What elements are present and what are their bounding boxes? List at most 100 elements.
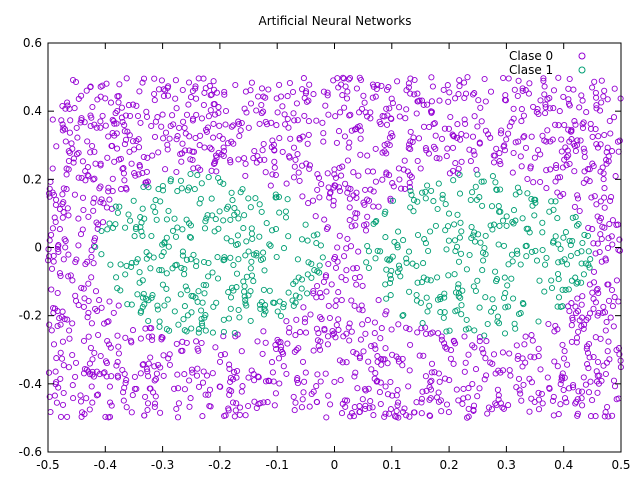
- data-point-clase-0: [369, 81, 376, 88]
- data-point-clase-1: [394, 244, 401, 251]
- data-point-clase-0: [359, 282, 366, 289]
- data-point-clase-0: [396, 176, 403, 183]
- data-point-clase-0: [424, 101, 431, 108]
- data-point-clase-0: [406, 413, 413, 420]
- data-point-clase-0: [238, 348, 245, 355]
- data-point-clase-0: [88, 320, 95, 327]
- data-point-clase-0: [342, 276, 349, 284]
- data-point-clase-1: [555, 241, 562, 248]
- data-point-clase-1: [160, 249, 167, 256]
- data-point-clase-1: [242, 297, 249, 304]
- data-point-clase-0: [137, 370, 144, 377]
- data-point-clase-0: [202, 391, 209, 398]
- data-point-clase-0: [121, 122, 128, 129]
- data-point-clase-0: [457, 136, 464, 143]
- data-point-clase-0: [586, 178, 593, 185]
- data-point-clase-1: [452, 289, 460, 296]
- data-point-clase-0: [222, 107, 230, 115]
- data-point-clase-0: [364, 213, 371, 220]
- data-point-clase-0: [471, 113, 478, 120]
- data-point-clase-0: [398, 185, 405, 192]
- data-point-clase-1: [561, 256, 568, 263]
- data-point-clase-0: [105, 414, 112, 421]
- data-point-clase-0: [362, 387, 369, 394]
- data-point-clase-0: [601, 204, 608, 211]
- data-point-clase-1: [285, 289, 292, 296]
- data-point-clase-0: [236, 411, 243, 418]
- data-point-clase-1: [314, 231, 321, 238]
- data-point-clase-0: [597, 168, 604, 175]
- data-point-clase-0: [190, 165, 197, 172]
- data-point-clase-0: [323, 414, 330, 421]
- data-point-clase-0: [167, 122, 174, 130]
- data-point-clase-1: [140, 290, 147, 297]
- data-point-clase-0: [151, 75, 158, 82]
- data-point-clase-1: [169, 227, 177, 234]
- data-point-clase-0: [198, 339, 205, 347]
- data-point-clase-0: [348, 297, 355, 304]
- data-point-clase-1: [499, 217, 507, 224]
- data-point-clase-0: [407, 138, 414, 145]
- data-point-clase-0: [441, 125, 448, 132]
- data-point-clase-1: [245, 248, 252, 255]
- data-point-clase-1: [363, 259, 370, 266]
- data-point-clase-1: [243, 238, 250, 245]
- data-point-clase-1: [452, 248, 459, 255]
- data-point-clase-1: [280, 300, 287, 308]
- data-point-clase-0: [221, 91, 228, 98]
- data-point-clase-0: [192, 85, 199, 92]
- data-point-clase-1: [159, 182, 166, 190]
- data-point-clase-0: [456, 77, 463, 84]
- data-point-clase-0: [221, 351, 228, 358]
- data-point-clase-0: [359, 307, 366, 314]
- data-point-clase-0: [515, 77, 522, 84]
- data-point-clase-0: [456, 83, 463, 90]
- data-point-clase-0: [300, 75, 307, 82]
- data-point-clase-0: [266, 378, 273, 385]
- data-point-clase-0: [149, 333, 156, 340]
- data-point-clase-0: [98, 304, 105, 311]
- data-point-clase-1: [241, 293, 248, 300]
- data-point-clase-1: [139, 232, 146, 239]
- data-point-clase-1: [266, 241, 273, 248]
- data-point-clase-0: [469, 342, 476, 349]
- data-point-clase-0: [594, 240, 601, 247]
- data-point-clase-0: [464, 414, 471, 421]
- data-point-clase-0: [283, 318, 290, 325]
- data-point-clase-0: [102, 122, 109, 129]
- data-point-clase-0: [585, 224, 592, 231]
- data-point-clase-0: [45, 369, 53, 376]
- data-point-clase-0: [316, 194, 323, 201]
- data-point-clase-1: [210, 303, 217, 310]
- data-point-clase-1: [221, 254, 228, 261]
- data-point-clase-1: [526, 229, 533, 236]
- data-point-clase-0: [312, 213, 319, 220]
- data-point-clase-0: [511, 86, 518, 93]
- data-point-clase-0: [90, 207, 97, 214]
- data-point-clase-0: [175, 400, 182, 407]
- data-point-clase-0: [121, 370, 128, 378]
- data-point-clase-0: [58, 355, 66, 362]
- data-point-clase-1: [290, 302, 297, 309]
- data-point-clase-1: [457, 219, 464, 226]
- data-point-clase-0: [476, 338, 483, 345]
- data-point-clase-0: [353, 189, 360, 196]
- data-point-clase-0: [339, 74, 347, 81]
- data-point-clase-0: [272, 341, 279, 349]
- data-point-clase-0: [50, 341, 58, 348]
- data-point-clase-0: [155, 86, 163, 93]
- data-point-clase-0: [383, 105, 390, 112]
- data-point-clase-0: [122, 334, 129, 341]
- data-point-clase-0: [306, 162, 313, 169]
- data-point-clase-0: [462, 359, 469, 366]
- data-point-clase-0: [73, 124, 80, 131]
- data-point-clase-0: [292, 332, 299, 339]
- data-point-clase-0: [387, 115, 394, 122]
- data-point-clase-0: [66, 327, 73, 334]
- data-point-clase-0: [308, 390, 315, 398]
- data-point-clase-0: [596, 248, 603, 256]
- data-point-clase-0: [500, 405, 507, 412]
- data-point-clase-1: [141, 301, 148, 308]
- data-point-clase-0: [354, 124, 361, 131]
- data-point-clase-1: [470, 283, 477, 290]
